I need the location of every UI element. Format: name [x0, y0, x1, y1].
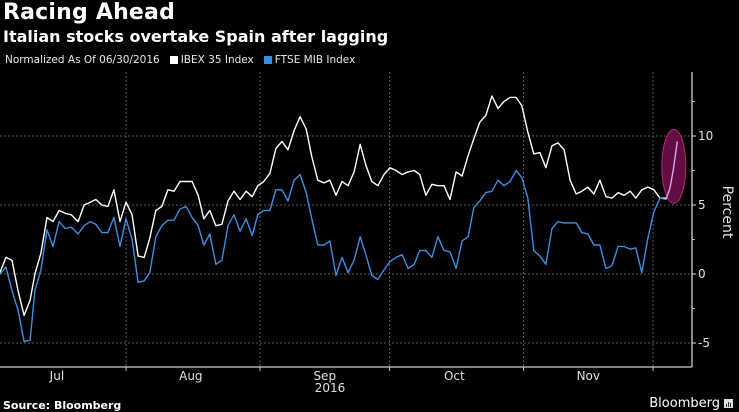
legend-swatch-ibex	[169, 56, 178, 64]
legend-swatch-ftse	[263, 56, 272, 64]
chart-subtitle: Italian stocks overtake Spain after lagg…	[3, 27, 389, 46]
x-tick-label: Oct	[444, 369, 465, 383]
bloomberg-chart-icon	[724, 399, 733, 408]
brand-name: Bloomberg	[649, 396, 720, 411]
x-tick-label: Aug	[179, 369, 202, 383]
y-tick-label: 10	[698, 129, 713, 143]
x-axis-year-label: 2016	[315, 381, 346, 395]
source-note: Source: Bloomberg	[3, 399, 122, 412]
normalization-note: Normalized As Of 06/30/2016	[5, 54, 160, 66]
x-tick-label: Jul	[49, 369, 64, 383]
series-line-ftse	[0, 169, 667, 343]
series-group	[0, 95, 667, 343]
y-tick-label: -5	[698, 336, 710, 350]
brand-logo: Bloomberg	[649, 396, 733, 411]
y-axis-title: Percent	[719, 186, 735, 239]
legend-item-ftse: FTSE MIB Index	[263, 54, 356, 66]
legend: Normalized As Of 06/30/2016 IBEX 35 Inde…	[5, 54, 365, 66]
highlight-line-group	[665, 141, 678, 200]
x-tick-label: Nov	[577, 369, 600, 383]
legend-item-ibex: IBEX 35 Index	[169, 54, 254, 66]
x-tick-label: Sep	[313, 369, 336, 383]
axes: -5 0 5 10 Jul Aug Sep Oct Nov	[0, 72, 713, 383]
series-line-ibex	[0, 95, 666, 317]
legend-label-ftse: FTSE MIB Index	[274, 54, 356, 66]
grid	[0, 72, 692, 367]
chart-title: Racing Ahead	[3, 0, 176, 25]
y-tick-label: 5	[698, 198, 706, 212]
y-tick-label: 0	[698, 267, 706, 281]
highlight-surge-line	[665, 141, 678, 200]
legend-label-ibex: IBEX 35 Index	[180, 54, 254, 66]
